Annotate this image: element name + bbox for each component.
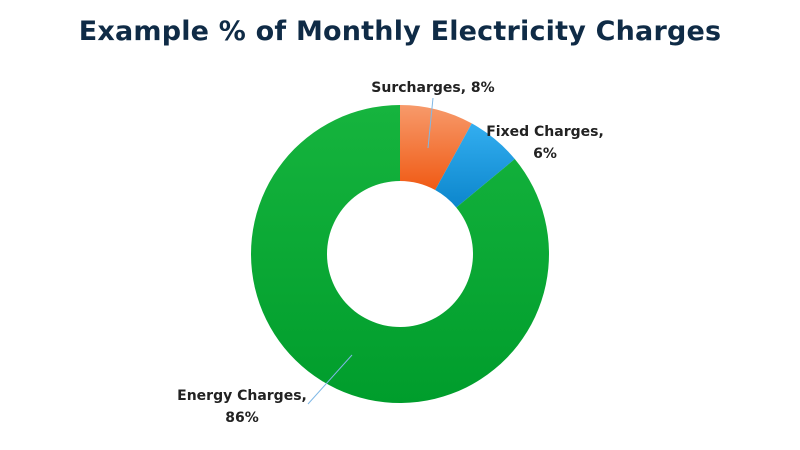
slice-surcharges [400, 105, 472, 191]
leader-line [427, 97, 434, 149]
slice-energy-charges [250, 105, 549, 403]
slice-fixed-charges [435, 123, 515, 208]
data-label-surcharges: Surcharges, 8% [371, 80, 494, 96]
data-label-energy-charges: Energy Charges, 86% [177, 388, 307, 426]
slice-labels: Surcharges, 8% Fixed Charges, 6% Energy Cha… [177, 80, 604, 426]
chart-title: Example % of Monthly Electricity Charges [78, 16, 722, 47]
donut-slices [250, 105, 549, 403]
data-label-fixed-charges: Fixed Charges, 6% [486, 124, 604, 162]
leader-line [307, 354, 353, 405]
